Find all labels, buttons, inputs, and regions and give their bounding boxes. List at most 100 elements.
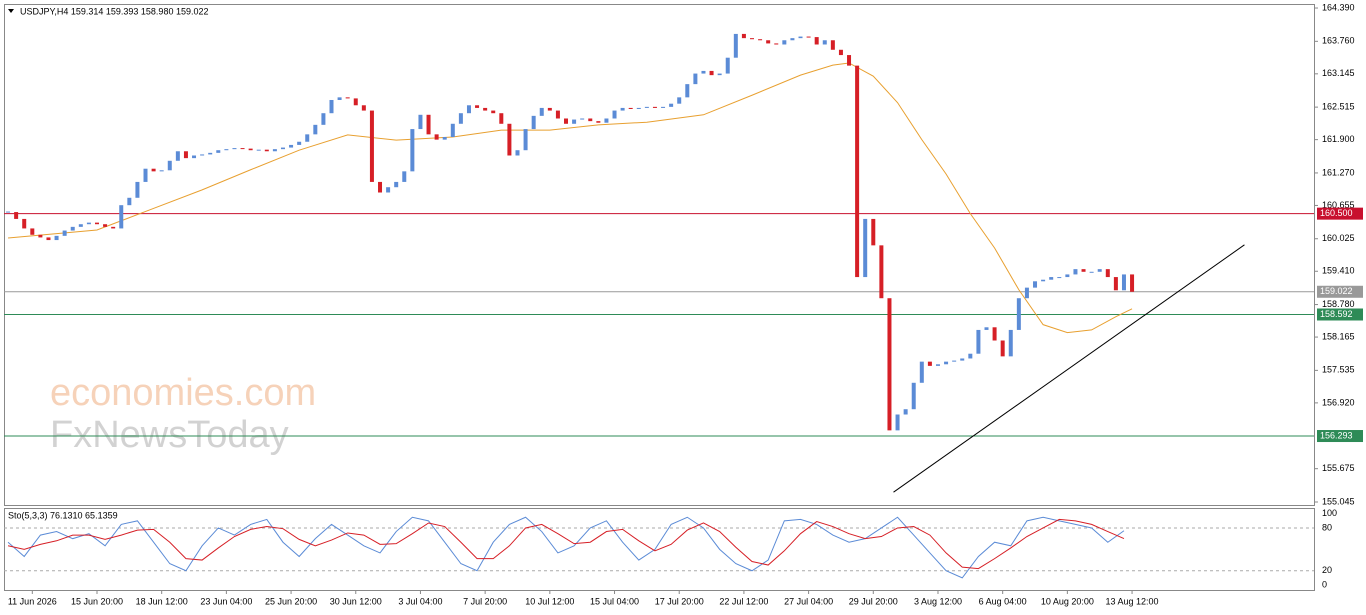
candle bbox=[224, 149, 229, 151]
candle bbox=[628, 107, 633, 109]
candle bbox=[814, 37, 819, 45]
candle bbox=[1097, 269, 1102, 272]
candle bbox=[353, 98, 358, 106]
candle bbox=[297, 141, 302, 145]
x-tick-label: 10 Jul 12:00 bbox=[525, 596, 574, 606]
y-tick-label: 158.165 bbox=[1322, 331, 1355, 341]
x-tick-label: 15 Jun 20:00 bbox=[71, 596, 123, 606]
watermark: FxNewsToday bbox=[50, 414, 289, 456]
candle bbox=[927, 361, 932, 366]
candle bbox=[240, 148, 245, 150]
candle bbox=[1016, 298, 1021, 330]
candle bbox=[329, 99, 334, 114]
candle bbox=[968, 353, 973, 359]
y-tick-label: 156.920 bbox=[1322, 397, 1355, 407]
candle bbox=[499, 113, 504, 124]
candle bbox=[944, 361, 949, 365]
candle bbox=[1000, 340, 1005, 357]
candle bbox=[434, 134, 439, 140]
candle bbox=[1121, 274, 1126, 291]
candle bbox=[450, 123, 455, 137]
candle bbox=[167, 160, 172, 171]
candle bbox=[208, 152, 213, 155]
candle bbox=[280, 147, 285, 150]
candle bbox=[119, 205, 124, 229]
candle bbox=[952, 360, 957, 362]
candle bbox=[402, 171, 407, 182]
x-tick-label: 6 Aug 04:00 bbox=[979, 596, 1027, 606]
x-tick-label: 3 Jul 04:00 bbox=[398, 596, 442, 606]
candle bbox=[774, 43, 779, 45]
level-box bbox=[1317, 207, 1363, 220]
level-box bbox=[1317, 308, 1363, 321]
candle bbox=[580, 118, 585, 120]
trendline bbox=[893, 244, 1245, 493]
candle bbox=[442, 136, 447, 140]
candle bbox=[572, 119, 577, 124]
candle bbox=[523, 129, 528, 151]
x-tick-label: 25 Jun 20:00 bbox=[265, 596, 317, 606]
x-tick-label: 29 Jul 20:00 bbox=[849, 596, 898, 606]
candle bbox=[1073, 269, 1078, 275]
candle bbox=[798, 36, 803, 39]
candle bbox=[887, 298, 892, 431]
candle bbox=[232, 148, 237, 150]
candle bbox=[976, 329, 981, 354]
x-tick-label: 3 Aug 12:00 bbox=[914, 596, 962, 606]
candle bbox=[216, 150, 221, 153]
candle bbox=[766, 40, 771, 44]
candle bbox=[183, 151, 188, 159]
candle bbox=[555, 110, 560, 119]
candle bbox=[256, 149, 261, 151]
candle bbox=[515, 150, 520, 156]
candle bbox=[790, 38, 795, 41]
candle bbox=[305, 134, 310, 142]
candle bbox=[749, 38, 754, 40]
candle bbox=[741, 33, 746, 39]
stoch-line bbox=[7, 518, 1125, 570]
candle bbox=[693, 73, 698, 85]
candle bbox=[192, 155, 197, 159]
candle bbox=[394, 181, 399, 188]
y-tick-label: 163.760 bbox=[1322, 36, 1355, 46]
candle bbox=[596, 121, 601, 123]
candle bbox=[289, 144, 294, 148]
candle bbox=[636, 107, 641, 109]
candle bbox=[709, 70, 714, 76]
candle bbox=[1089, 271, 1094, 273]
candle bbox=[38, 234, 43, 238]
candle bbox=[483, 107, 488, 111]
candle bbox=[644, 106, 649, 108]
y-tick-label: 20 bbox=[1322, 565, 1332, 575]
y-tick-label: 155.045 bbox=[1322, 496, 1355, 506]
candle bbox=[264, 149, 269, 152]
chart-header: USDJPY,H4 159.314 159.393 158.980 159.02… bbox=[20, 6, 209, 16]
candle bbox=[378, 181, 383, 193]
candle bbox=[14, 212, 19, 219]
candle bbox=[507, 123, 512, 156]
y-tick-label: 163.145 bbox=[1322, 68, 1355, 78]
candle bbox=[879, 245, 884, 299]
candle bbox=[725, 57, 730, 74]
y-tick-label: 164.390 bbox=[1322, 2, 1355, 12]
y-tick-label: 100 bbox=[1322, 508, 1337, 518]
candle bbox=[151, 168, 156, 172]
candle bbox=[22, 218, 27, 229]
y-tick-label: 161.900 bbox=[1322, 134, 1355, 144]
candle bbox=[685, 84, 690, 98]
candle bbox=[717, 73, 722, 76]
candle bbox=[911, 382, 916, 410]
candle bbox=[1033, 281, 1038, 288]
candle bbox=[838, 49, 843, 56]
candle bbox=[758, 39, 763, 41]
x-tick-label: 23 Jun 04:00 bbox=[200, 596, 252, 606]
candle bbox=[200, 154, 205, 156]
y-tick-label: 159.410 bbox=[1322, 266, 1355, 276]
candle bbox=[539, 107, 544, 116]
candle bbox=[677, 97, 682, 104]
y-tick-label: 80 bbox=[1322, 522, 1332, 532]
candle bbox=[103, 224, 108, 227]
candle bbox=[822, 40, 827, 45]
